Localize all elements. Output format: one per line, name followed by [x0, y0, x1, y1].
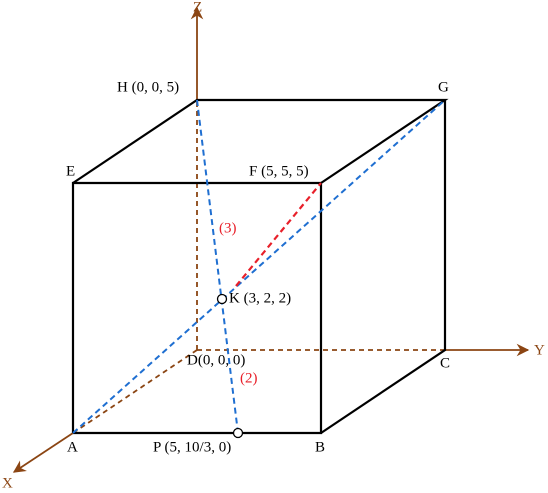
point-label: A: [67, 439, 78, 455]
point-label: P (5, 10/3, 0): [153, 439, 231, 455]
axis-label: Y: [534, 342, 545, 358]
point-label: G: [438, 79, 449, 95]
segment-label: (3): [219, 220, 237, 236]
point-label: D(0, 0, 0): [187, 352, 245, 368]
segment-kf: [235, 182, 322, 287]
point-label: C: [440, 355, 450, 371]
point-label: H (0, 0, 5): [117, 79, 179, 95]
point-p: [232, 427, 244, 439]
axes: [12, 6, 530, 473]
segment-label: (2): [240, 370, 258, 386]
point-label: F (5, 5, 5): [249, 163, 309, 179]
point-label: K (3, 2, 2): [229, 290, 291, 306]
diagonals: [72, 99, 446, 434]
point-label: B: [315, 439, 325, 455]
point-label: E: [66, 163, 75, 179]
axis-label: X: [2, 475, 13, 491]
hidden-axes: [72, 100, 445, 434]
axis-label: Z: [193, 0, 202, 15]
point-k: [216, 293, 228, 305]
